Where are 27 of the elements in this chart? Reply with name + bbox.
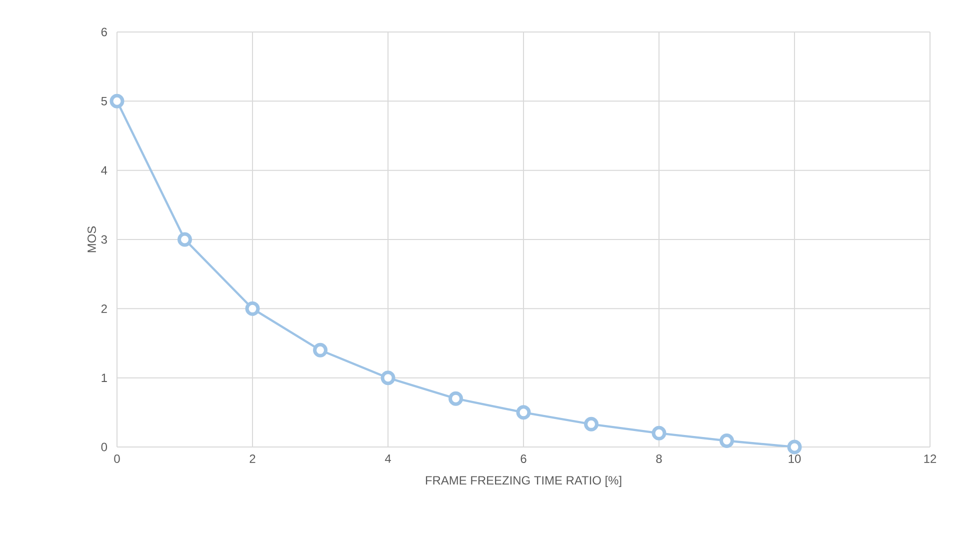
x-tick-label: 6 [520, 454, 526, 463]
y-tick-label: 1 [102, 374, 107, 382]
x-tick-label: 4 [384, 454, 391, 463]
point [110, 94, 124, 108]
point [245, 301, 260, 316]
x-tick-label: 12 [924, 454, 936, 463]
x-tick-label: 0 [114, 454, 120, 463]
x-tick-label: 8 [656, 454, 662, 463]
point [720, 434, 734, 448]
y-tick-label: 3 [101, 235, 107, 244]
point [584, 416, 599, 432]
y-tick-label: 0 [101, 442, 108, 452]
y-tick-label: 2 [101, 304, 107, 313]
y-tick-label: 4 [101, 166, 108, 174]
x-tick-label: 10 [788, 454, 801, 463]
point [516, 405, 531, 420]
point [380, 370, 396, 386]
x-tick-label: 2 [250, 454, 256, 463]
point [178, 232, 192, 247]
y-tick-label: 5 [101, 96, 107, 106]
point [652, 426, 666, 440]
point [313, 342, 328, 358]
y-tick-label: 6 [101, 28, 107, 36]
x-axis-title: FRAME FREEZING TIME RATIO [%] [426, 476, 622, 487]
y-axis-title: MOS [88, 226, 96, 252]
point [787, 440, 802, 454]
point [448, 391, 464, 406]
